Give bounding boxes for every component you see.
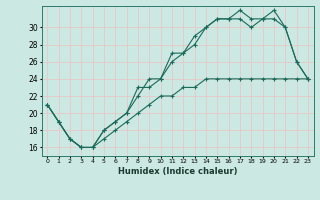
X-axis label: Humidex (Indice chaleur): Humidex (Indice chaleur) — [118, 167, 237, 176]
